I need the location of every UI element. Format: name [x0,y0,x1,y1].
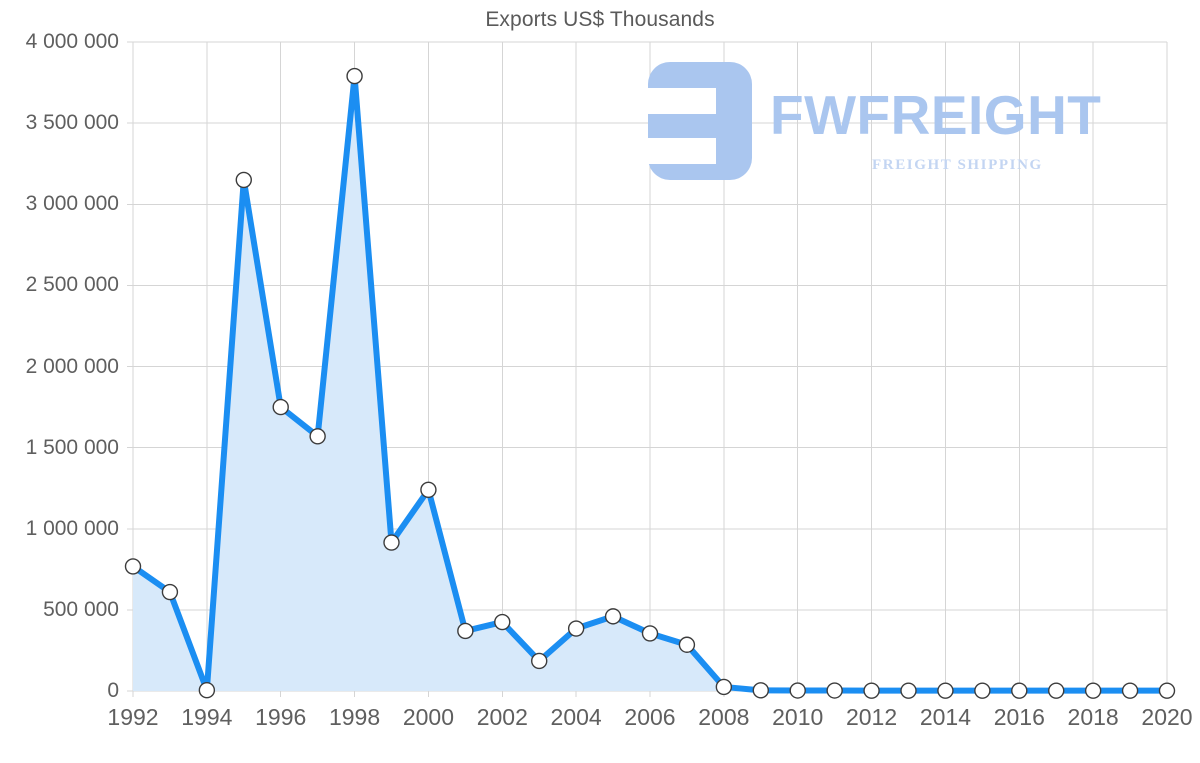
y-axis-tick-label: 1 000 000 [25,516,119,540]
data-point-marker[interactable] [124,558,142,575]
x-axis-tick-label: 2000 [402,704,455,730]
data-point-marker[interactable] [974,682,991,699]
y-axis-tick-label: 0 [107,679,119,702]
data-point-marker[interactable] [494,613,511,631]
data-point-marker[interactable] [235,171,252,189]
data-point-markers [124,67,1176,699]
area-fill [133,76,1167,691]
y-axis-tick-label: 2 500 000 [25,273,119,297]
x-axis-tick-label: 1996 [255,704,307,730]
y-axis-tick-label: 3 000 000 [25,192,119,216]
data-point-marker[interactable] [1048,682,1065,699]
data-point-marker[interactable] [752,682,769,699]
data-point-marker[interactable] [272,398,289,416]
y-axis-tick-label: 4 000 000 [25,30,119,53]
data-point-marker[interactable] [715,678,733,696]
y-axis-tick-label: 500 000 [43,597,119,621]
data-point-marker[interactable] [420,481,437,499]
x-axis-tick-label: 2004 [550,704,602,730]
area-fill-path [133,76,1167,691]
x-axis-tick-label: 2006 [624,704,676,730]
data-point-marker[interactable] [641,625,659,642]
data-point-marker[interactable] [198,681,216,699]
x-axis-tick-label: 2014 [919,704,972,730]
data-point-marker[interactable] [604,608,622,625]
x-axis-tick-label: 2018 [1067,704,1119,730]
x-axis-tick-label: 2002 [476,704,528,730]
data-point-marker[interactable] [567,620,585,637]
x-axis-tick-label: 2008 [698,704,750,730]
data-point-marker[interactable] [346,67,363,85]
x-axis-tick-label: 1992 [107,704,159,730]
data-point-marker[interactable] [1084,682,1102,699]
data-point-marker[interactable] [937,682,954,699]
y-axis-tick-label: 1 500 000 [25,435,119,459]
y-axis-tick-label: 3 500 000 [25,111,119,135]
data-point-marker[interactable] [1121,682,1139,699]
data-point-marker[interactable] [457,622,474,640]
chart-title: Exports US$ Thousands [485,8,715,31]
y-axis-tick-label: 2 000 000 [25,354,119,378]
data-point-marker[interactable] [309,428,326,445]
data-point-marker[interactable] [900,682,917,699]
x-axis-tick-label: 2016 [993,704,1045,730]
x-axis-tick-label: 2012 [845,704,898,730]
data-point-marker[interactable] [1158,682,1176,699]
data-point-marker[interactable] [531,652,548,670]
data-point-marker[interactable] [161,583,179,601]
data-point-marker[interactable] [383,534,400,551]
data-point-marker[interactable] [1011,682,1028,699]
data-point-marker[interactable] [678,636,696,653]
data-point-marker[interactable] [863,682,880,699]
x-axis-tick-label: 2020 [1141,704,1193,730]
data-point-marker[interactable] [789,682,806,699]
x-axis-tick-label: 1998 [328,704,381,730]
data-point-marker[interactable] [826,682,843,699]
x-axis-tick-label: 1994 [181,704,233,730]
x-axis-tick-label: 2010 [772,704,824,730]
